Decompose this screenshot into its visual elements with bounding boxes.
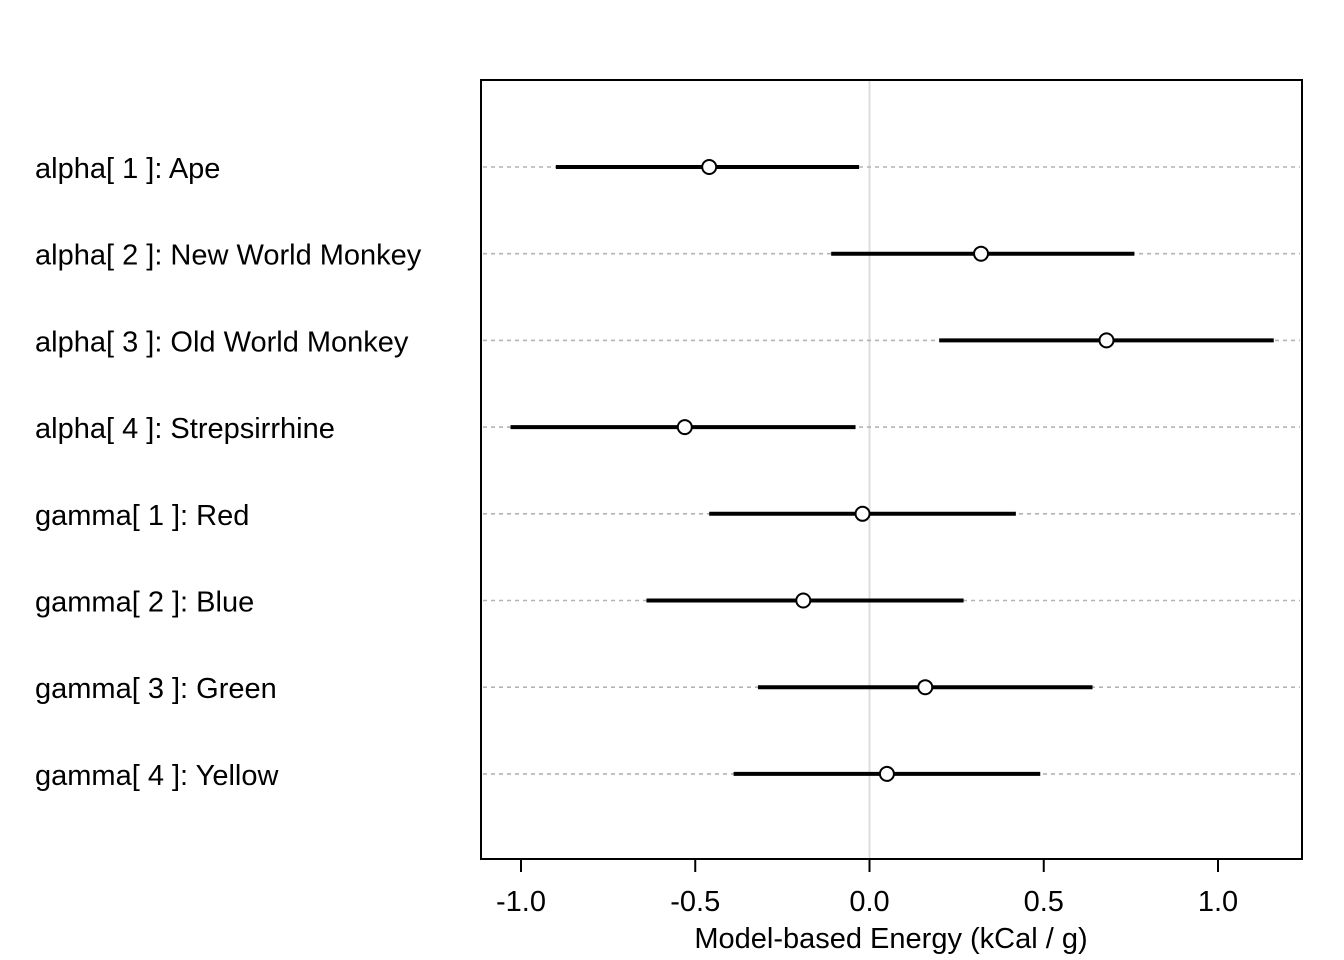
row-label: gamma[ 4 ]: Yellow: [35, 760, 279, 792]
mean-point: [973, 245, 990, 262]
x-tick-label: 1.0: [1198, 886, 1238, 918]
mean-point: [1098, 332, 1115, 349]
row-label: alpha[ 3 ]: Old World Monkey: [35, 326, 409, 358]
row-labels: alpha[ 1 ]: Ape alpha[ 2 ]: New World Mon…: [35, 153, 422, 792]
row-label: gamma[ 3 ]: Green: [35, 673, 277, 705]
x-axis: -1.0 -0.5 0.0 0.5 1.0: [496, 859, 1238, 918]
plot-area: [480, 79, 1303, 860]
row-label: alpha[ 2 ]: New World Monkey: [35, 240, 422, 272]
mean-point: [878, 765, 895, 782]
row-label: gamma[ 1 ]: Red: [35, 500, 249, 532]
row-label: gamma[ 2 ]: Blue: [35, 587, 254, 619]
mean-point: [854, 505, 871, 522]
x-tick-label: 0.5: [1024, 886, 1064, 918]
x-tick-label: 0.0: [849, 886, 889, 918]
x-axis-label: Model-based Energy (kCal / g): [694, 923, 1087, 955]
plot-frame: [480, 79, 1303, 860]
mean-point: [795, 592, 812, 609]
row-label: alpha[ 1 ]: Ape: [35, 153, 220, 185]
row-label: alpha[ 4 ]: Strepsirrhine: [35, 413, 335, 445]
x-tick-label: -0.5: [670, 886, 720, 918]
mean-point: [676, 419, 693, 436]
mean-point: [917, 679, 934, 696]
x-tick-label: -1.0: [496, 886, 546, 918]
mean-point: [701, 159, 718, 175]
